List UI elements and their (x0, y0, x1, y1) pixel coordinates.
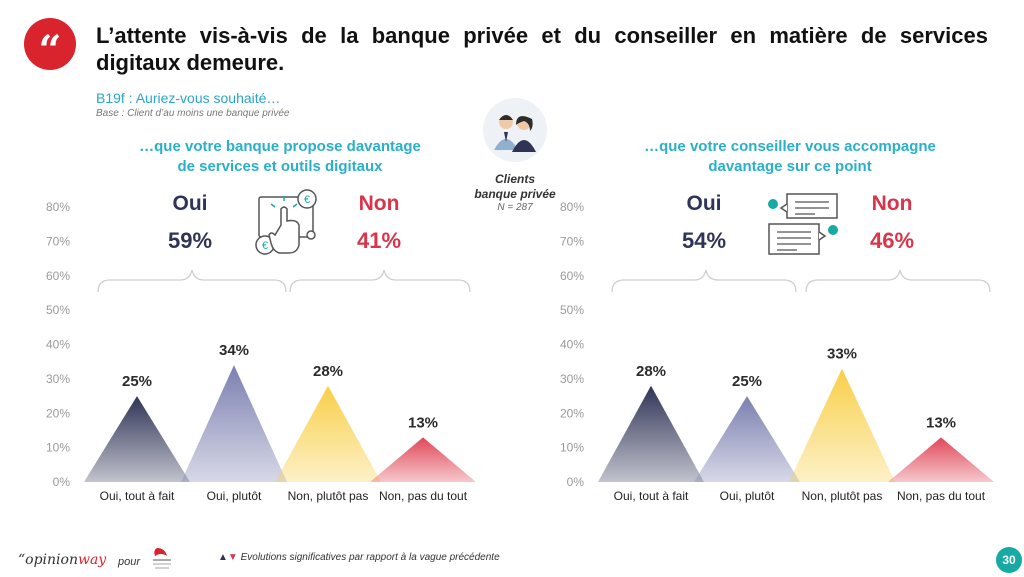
opinionway-logo-way: way (77, 552, 107, 568)
pour-label: pour (118, 556, 141, 568)
y-tick-label: 60% (46, 269, 70, 283)
left-non-label: Non (358, 192, 400, 215)
y-tick-label: 0% (53, 475, 71, 489)
data-label: 25% (122, 373, 152, 390)
evolution-note-text: Evolutions significatives par rapport à … (240, 552, 500, 563)
svg-text:€: € (304, 194, 310, 206)
y-tick-label: 70% (560, 234, 584, 248)
clients-label-line1: Clients (494, 172, 535, 186)
y-tick-label: 30% (46, 372, 70, 386)
y-tick-label: 80% (46, 200, 70, 214)
data-label: 13% (926, 414, 956, 431)
category-label: Non, pas du tout (379, 489, 468, 503)
data-label: 28% (636, 363, 666, 380)
triangle-bar (598, 385, 704, 482)
evolution-note: ▲▼ Evolutions significatives par rapport… (218, 552, 500, 563)
y-tick-label: 10% (560, 441, 584, 455)
left-oui-label: Oui (172, 192, 208, 215)
category-label: Oui, tout à fait (100, 489, 175, 503)
base-label: Base : Client d’au moins une banque priv… (96, 108, 290, 119)
left-non-brace (289, 269, 471, 293)
down-triangle-icon: ▼ (227, 552, 238, 563)
clients-avatar-icon (483, 98, 547, 162)
y-tick-label: 50% (46, 303, 70, 317)
page-title: L’attente vis-à-vis de la banque privée … (96, 23, 988, 75)
chat-bubbles-icon (765, 190, 841, 260)
category-label: Oui, tout à fait (614, 489, 689, 503)
left-subheading-line1: …que votre banque propose davantage (139, 138, 421, 155)
left-subheading-line2: de services et outils digitaux (177, 158, 383, 175)
right-non-value: 46% (869, 228, 915, 253)
right-oui-label: Oui (686, 192, 722, 215)
right-non-label: Non (871, 192, 913, 215)
category-label: Oui, plutôt (720, 489, 775, 503)
left-oui-value: 59% (167, 228, 213, 253)
sample-size: N = 287 (497, 202, 533, 213)
triangle-bar (181, 365, 287, 482)
right-subheading-line2: davantage sur ce point (708, 158, 872, 175)
right-oui-brace (611, 269, 797, 293)
opinionway-logo: “opinionway (18, 552, 106, 568)
data-label: 34% (219, 342, 249, 359)
y-tick-label: 80% (560, 200, 584, 214)
svg-text:€: € (262, 240, 268, 252)
left-non-value: 41% (356, 228, 402, 253)
triangle-bar (84, 396, 190, 482)
question-label: B19f : Auriez-vous souhaité… (96, 90, 281, 106)
y-tick-label: 50% (560, 303, 584, 317)
category-label: Non, pas du tout (897, 489, 986, 503)
left-subheading: …que votre banque propose davantage de s… (100, 137, 460, 177)
y-tick-label: 70% (46, 234, 70, 248)
triangle-bar (275, 385, 381, 482)
left-oui-brace (97, 269, 287, 293)
swisslife-logo-icon (147, 546, 177, 572)
quote-logo-icon: “ (24, 18, 76, 74)
up-triangle-icon: ▲ (218, 552, 228, 563)
triangle-bar (370, 437, 476, 482)
data-label: 25% (732, 373, 762, 390)
right-subheading-line1: …que votre conseiller vous accompagne (644, 138, 936, 155)
triangle-bar (888, 437, 994, 482)
clients-label: Clients banque privée (455, 172, 575, 202)
category-label: Oui, plutôt (207, 489, 262, 503)
opinionway-logo-text: “opinion (18, 552, 78, 568)
right-subheading: …que votre conseiller vous accompagne da… (610, 137, 970, 177)
digital-tools-icon: € € (245, 185, 325, 267)
data-label: 13% (408, 414, 438, 431)
page-number: 30 (996, 547, 1022, 573)
y-tick-label: 0% (567, 475, 585, 489)
data-label: 33% (827, 346, 857, 363)
triangle-bar (789, 368, 895, 482)
right-oui-value: 54% (681, 228, 727, 253)
triangle-bar (694, 396, 800, 482)
data-label: 28% (313, 363, 343, 380)
y-tick-label: 30% (560, 372, 584, 386)
y-tick-label: 40% (560, 338, 584, 352)
y-tick-label: 10% (46, 441, 70, 455)
right-non-brace (805, 269, 991, 293)
y-tick-label: 40% (46, 338, 70, 352)
y-tick-label: 20% (46, 406, 70, 420)
category-label: Non, plutôt pas (288, 489, 369, 503)
y-tick-label: 60% (560, 269, 584, 283)
y-tick-label: 20% (560, 406, 584, 420)
category-label: Non, plutôt pas (802, 489, 883, 503)
clients-label-line2: banque privée (474, 187, 556, 201)
